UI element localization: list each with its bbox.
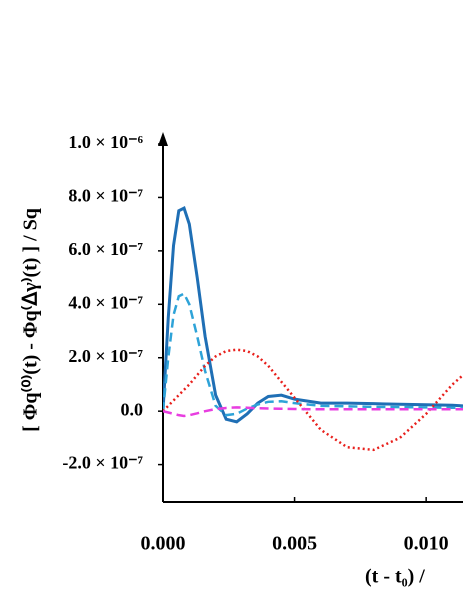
y-axis-arrow	[158, 132, 168, 146]
x-axis-title: (t - t₀) /	[365, 566, 425, 588]
x-tick-label: 0.000	[141, 533, 186, 555]
plot-area	[163, 205, 463, 452]
x-tick-label: 0.005	[272, 533, 317, 555]
y-tick-label: 8.0 × 10⁻⁷	[68, 186, 143, 206]
line-series	[163, 406, 463, 418]
x-tick-label: 0.010	[404, 533, 449, 555]
y-tick-label: 2.0 × 10⁻⁷	[68, 346, 143, 366]
y-tick-label: 6.0 × 10⁻⁷	[68, 239, 143, 259]
line-series	[163, 348, 463, 452]
y-tick-label: 1.0 × 10⁻⁶	[68, 132, 143, 152]
y-tick-label: -2.0 × 10⁻⁷	[62, 453, 143, 473]
y-tick-label: 0.0	[121, 399, 144, 419]
line-series	[163, 205, 463, 424]
line-series	[163, 291, 463, 417]
y-tick-label: 4.0 × 10⁻⁷	[68, 292, 143, 312]
y-axis-title: [ Φq⁽⁰⁾(t) - Φq⁽ᐃγ⁾(t) ] / Sq	[20, 208, 42, 432]
